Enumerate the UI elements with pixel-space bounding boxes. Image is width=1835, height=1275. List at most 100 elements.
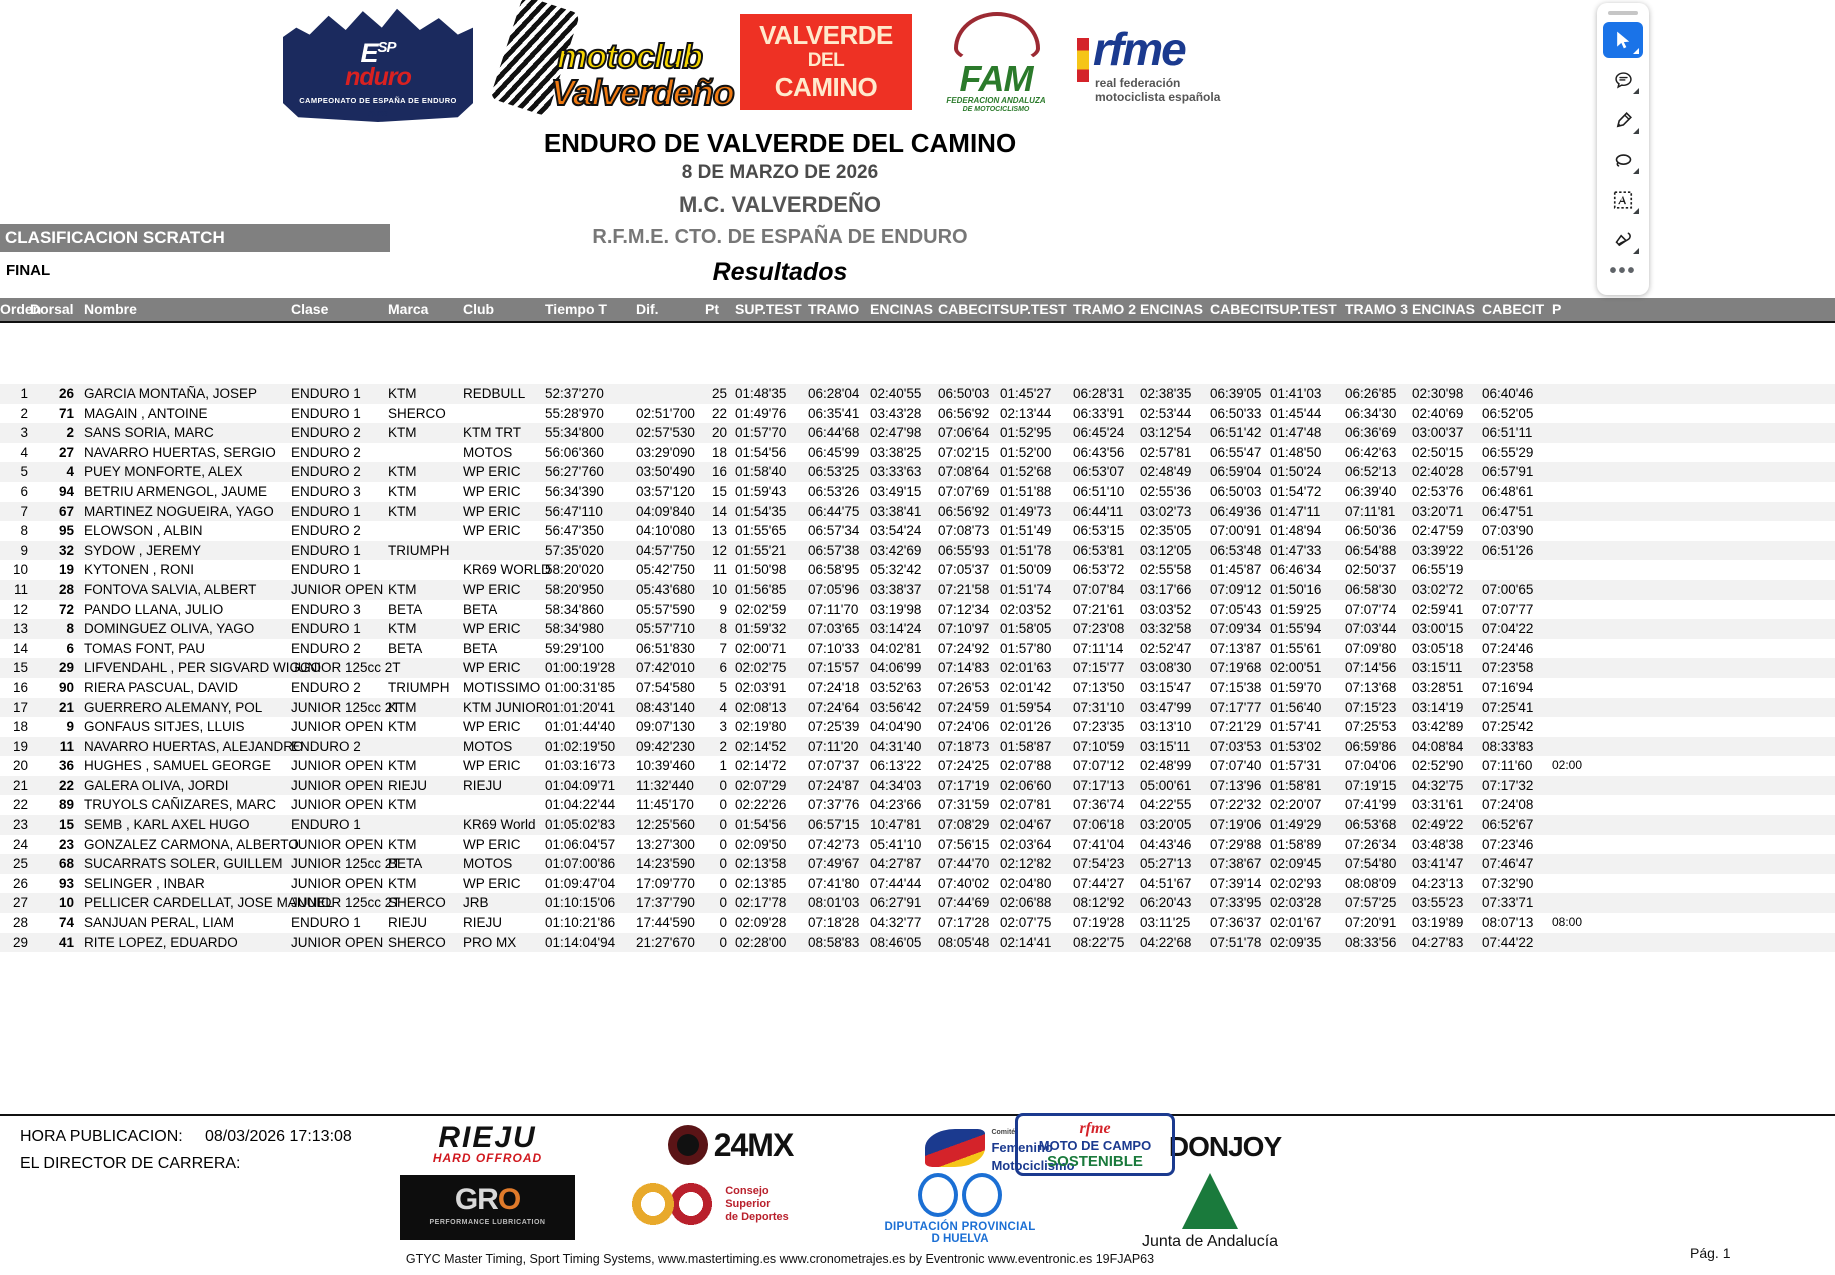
table-row[interactable]: 1 26 GARCIA MONTAÑA, JOSEP ENDURO 1 KTM REDBU… [0, 384, 1835, 404]
table-row[interactable]: 11 28 FONTOVA SALVIA, ALBERT JUNIOR OPEN KTM… [0, 579, 1835, 600]
cell-enc1: 08:46'05 [870, 934, 922, 950]
cell-enc2: 02:55'36 [1140, 483, 1192, 499]
lasso-tool-button[interactable] [1603, 142, 1643, 178]
cell-enc1: 04:32'77 [870, 915, 922, 931]
cell-orden: 27 [12, 895, 28, 911]
cell-orden: 8 [20, 523, 28, 539]
table-row[interactable]: 17 21 GUERRERO ALEMANY, POL JUNIOR 125cc 2T… [0, 697, 1835, 718]
final-label: FINAL [6, 262, 51, 279]
cell-enc1: 03:49'15 [870, 483, 922, 499]
cell-enc3: 03:20'71 [1412, 503, 1464, 519]
column-header-pt: Pt [705, 301, 719, 317]
table-row[interactable]: 22 89 TRUYOLS CAÑIZARES, MARC JUNIOR OPEN KT… [0, 795, 1835, 815]
crest-right-icon [962, 1173, 1002, 1217]
toolbar-more-button[interactable]: ••• [1609, 260, 1637, 282]
table-row[interactable]: 4 27 NAVARRO HUERTAS, SERGIO ENDURO 2 MOTOS 5… [0, 443, 1835, 463]
table-row[interactable]: 18 9 GONFAUS SITJES, LLUIS JUNIOR OPEN KTM WP… [0, 717, 1835, 737]
table-row[interactable]: 25 68 SUCARRATS SOLER, GUILLEM JUNIOR 125cc… [0, 854, 1835, 874]
cell-enc1: 03:38'37 [870, 581, 922, 597]
rfme-logo-name: rfme [1093, 23, 1187, 75]
table-row[interactable]: 2 71 MAGAIN , ANTOINE ENDURO 1 SHERCO 55:28'9… [0, 404, 1835, 424]
highlight-tool-dropdown-caret-icon[interactable] [1633, 128, 1639, 134]
cell-club: PRO MX [463, 934, 517, 950]
cell-sup2: 02:03'64 [1000, 836, 1052, 852]
table-row[interactable]: 12 72 PANDO LLANA, JULIO ENDURO 3 BETA BETA 58… [0, 600, 1835, 620]
cell-enc2: 03:12'54 [1140, 425, 1192, 441]
annotation-toolbar[interactable]: ••• [1597, 3, 1649, 295]
cell-tramo2: 07:36'74 [1073, 797, 1125, 813]
table-row[interactable]: 10 19 KYTONEN , RONI ENDURO 1 KR69 WORLD 58:2… [0, 560, 1835, 580]
cell-club: WP ERIC [463, 483, 521, 499]
column-header-tramo: TRAMO [808, 301, 860, 317]
table-row[interactable]: 3 2 SANS SORIA, MARC ENDURO 2 KTM KTM TRT 55:3… [0, 423, 1835, 443]
column-header-sup-test: SUP.TEST [1000, 301, 1067, 317]
table-row[interactable]: 8 95 ELOWSON , ALBIN ENDURO 2 WP ERIC 56:47'3… [0, 521, 1835, 541]
table-row[interactable]: 21 22 GALERA OLIVA, JORDI JUNIOR OPEN RIEJU R… [0, 775, 1835, 796]
publication-label: HORA PUBLICACION: [20, 1128, 183, 1145]
table-row[interactable]: 27 10 PELLICER CARDELLAT, JOSE MANUEL JUNIO… [0, 893, 1835, 914]
ink-tool-button[interactable] [1603, 222, 1643, 258]
table-row[interactable]: 9 32 SYDOW , JEREMY ENDURO 1 TRIUMPH 57:35'02… [0, 540, 1835, 561]
ink-tool-dropdown-caret-icon[interactable] [1633, 248, 1639, 254]
femenino-pre: Comité [991, 1129, 1016, 1136]
cell-cab2: 07:36'37 [1210, 915, 1262, 931]
cell-dif: 12:25'560 [636, 817, 695, 833]
cell-dorsal: 9 [66, 719, 74, 735]
diputacion-crest-icon [835, 1173, 1085, 1221]
cell-tramo3: 07:14'56 [1345, 660, 1397, 676]
cell-tramo3: 06:26'85 [1345, 386, 1397, 401]
cell-enc2: 04:43'46 [1140, 836, 1192, 852]
cell-sup1: 02:07'29 [735, 777, 787, 793]
cell-dorsal: 15 [58, 817, 74, 833]
lasso-tool-dropdown-caret-icon[interactable] [1633, 168, 1639, 174]
cell-marca: KTM [388, 699, 417, 715]
table-row[interactable]: 24 23 GONZALEZ CARMONA, ALBERTO JUNIOR OPEN… [0, 835, 1835, 855]
cell-clase: ENDURO 1 [291, 503, 361, 519]
comment-tool-dropdown-caret-icon[interactable] [1633, 88, 1639, 94]
comment-tool-button[interactable] [1603, 62, 1643, 98]
toolbar-drag-handle[interactable] [1608, 11, 1638, 15]
cell-enc3: 06:55'19 [1412, 562, 1464, 578]
cell-clase: ENDURO 1 [291, 915, 361, 931]
cell-pt: 0 [719, 777, 727, 793]
table-row[interactable]: 7 67 MARTINEZ NOGUEIRA, YAGO ENDURO 1 KTM WP … [0, 501, 1835, 522]
table-row[interactable]: 26 93 SELINGER , INBAR JUNIOR OPEN KTM WP ERI… [0, 874, 1835, 894]
table-row[interactable]: 23 15 SEMB , KARL AXEL HUGO ENDURO 1 KR69 Wo… [0, 815, 1835, 835]
cell-orden: 9 [20, 542, 28, 558]
cell-tiempo: 01:14:04'94 [545, 934, 616, 950]
table-row[interactable]: 5 4 PUEY MONFORTE, ALEX ENDURO 2 KTM WP ERIC 5… [0, 462, 1835, 482]
table-row[interactable]: 13 8 DOMINGUEZ OLIVA, YAGO ENDURO 1 KTM WP ER… [0, 619, 1835, 639]
rfme-logo-sub1: real federación [1095, 76, 1181, 90]
cell-clase: ENDURO 2 [291, 679, 361, 695]
table-row[interactable]: 28 74 SANJUAN PERAL, LIAM ENDURO 1 RIEJU RIEJ… [0, 913, 1835, 933]
cell-clase: ENDURO 1 [291, 817, 361, 833]
cell-enc3: 02:53'76 [1412, 483, 1464, 499]
cell-tramo2: 06:51'10 [1073, 483, 1125, 499]
cell-nombre: PANDO LLANA, JULIO [84, 601, 224, 617]
highlight-tool-button[interactable] [1603, 102, 1643, 138]
cell-sup1: 01:59'32 [735, 621, 787, 637]
table-row[interactable]: 19 11 NAVARRO HUERTAS, ALEJANDRO ENDURO 2 MO… [0, 736, 1835, 757]
table-row[interactable]: 15 29 LIFVENDAHL , PER SIGVARD WIGGO JUNIOR… [0, 658, 1835, 678]
cell-tramo2: 06:33'91 [1073, 405, 1125, 421]
cell-enc3: 02:40'28 [1412, 464, 1464, 480]
text-select-tool-button[interactable] [1603, 182, 1643, 218]
text-select-tool-dropdown-caret-icon[interactable] [1633, 208, 1639, 214]
csd-mark-icon [631, 1181, 720, 1227]
column-header-tiempo-t: Tiempo T [545, 301, 607, 317]
table-row[interactable]: 14 6 TOMAS FONT, PAU ENDURO 2 BETA BETA 59:29'… [0, 639, 1835, 659]
table-row[interactable]: 29 41 RITE LOPEZ, EDUARDO JUNIOR OPEN SHERCO… [0, 932, 1835, 953]
column-header-clase: Clase [291, 301, 329, 317]
select-tool-dropdown-caret-icon[interactable] [1633, 48, 1639, 54]
cell-dif: 05:57'710 [636, 621, 695, 637]
table-row[interactable]: 6 94 BETRIU ARMENGOL, JAUME ENDURO 3 KTM WP E… [0, 482, 1835, 502]
select-tool-button[interactable] [1603, 22, 1643, 58]
race-director-label: EL DIRECTOR DE CARRERA: [20, 1155, 241, 1172]
femenino-swoosh-icon [925, 1129, 986, 1167]
table-row[interactable]: 16 90 RIERA PASCUAL, DAVID ENDURO 2 TRIUMPH M… [0, 678, 1835, 698]
table-row[interactable]: 20 36 HUGHES , SAMUEL GEORGE JUNIOR OPEN KTM… [0, 756, 1835, 776]
cell-cab2: 07:51'78 [1210, 934, 1262, 950]
cell-cab3: 07:07'77 [1482, 601, 1534, 617]
fam-logo-sub1: FEDERACION ANDALUZA [946, 96, 1046, 105]
cell-dif: 17:09'770 [636, 875, 695, 891]
